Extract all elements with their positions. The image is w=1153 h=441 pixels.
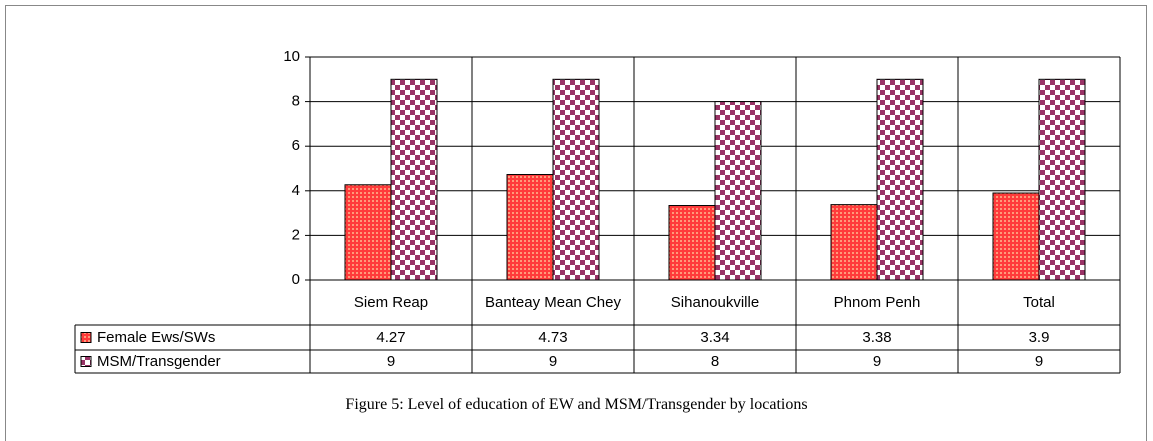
table-value: 9 [872, 352, 882, 370]
legend-swatch [80, 356, 92, 367]
y-tick-label: 6 [292, 137, 300, 154]
table-value: 9 [386, 352, 396, 370]
table-value: 3.38 [862, 328, 892, 346]
category-label: Total [1023, 293, 1055, 311]
table-value: 4.27 [376, 328, 406, 346]
category-label: Siem Reap [353, 293, 429, 311]
category-label: Sihanoukville [670, 293, 760, 311]
table-value: 3.34 [700, 328, 730, 346]
y-tick-label: 8 [292, 93, 300, 110]
bar [668, 205, 716, 281]
table-value: 3.9 [1028, 328, 1050, 346]
table-value: 8 [710, 352, 720, 370]
bar [344, 184, 392, 281]
category-label: Banteay Mean Chey [485, 293, 621, 311]
y-tick-label: 10 [283, 48, 300, 65]
bar [390, 78, 438, 281]
table-value: 9 [1034, 352, 1044, 370]
y-tick-label: 4 [292, 182, 300, 199]
legend-label: MSM/Transgender [97, 352, 221, 370]
legend-swatch [80, 332, 92, 343]
table-value: 4.73 [538, 328, 568, 346]
bar [830, 204, 878, 281]
caption: Figure 5: Level of education of EW and M… [345, 396, 808, 413]
frame [5, 5, 1147, 441]
table-value: 9 [548, 352, 558, 370]
category-label: Phnom Penh [833, 293, 921, 311]
bar [876, 78, 924, 281]
y-tick-label: 2 [292, 226, 300, 243]
bar [506, 174, 554, 281]
bar [714, 101, 762, 281]
bar [992, 192, 1040, 281]
bar [1038, 78, 1086, 281]
bar [552, 78, 600, 281]
legend-label: Female Ews/SWs [97, 328, 216, 346]
y-tick-label: 0 [292, 271, 300, 288]
